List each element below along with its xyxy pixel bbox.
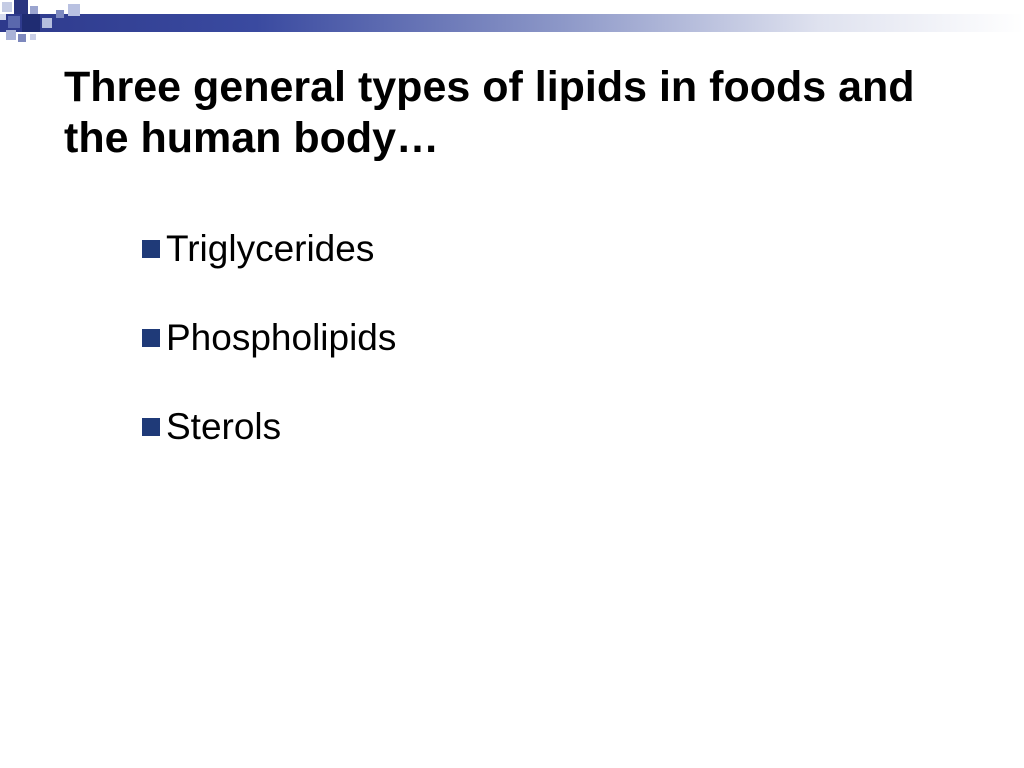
decor-square bbox=[30, 6, 38, 14]
decor-square bbox=[56, 10, 64, 18]
decor-square bbox=[42, 18, 52, 28]
bullet-text: Phospholipids bbox=[166, 319, 396, 356]
slide-title: Three general types of lipids in foods a… bbox=[64, 62, 964, 163]
list-item: Sterols bbox=[142, 408, 396, 445]
bullet-marker-icon bbox=[142, 329, 160, 347]
decor-square bbox=[30, 34, 36, 40]
bullet-marker-icon bbox=[142, 418, 160, 436]
decor-square bbox=[2, 2, 12, 12]
decor-square bbox=[6, 30, 16, 40]
decor-square bbox=[22, 14, 40, 32]
bullet-text: Sterols bbox=[166, 408, 281, 445]
bullet-marker-icon bbox=[142, 240, 160, 258]
decor-square bbox=[8, 16, 20, 28]
bullet-text: Triglycerides bbox=[166, 230, 374, 267]
header-gradient-bar bbox=[0, 14, 1024, 32]
list-item: Triglycerides bbox=[142, 230, 396, 267]
decor-square bbox=[18, 34, 26, 42]
bullet-list: Triglycerides Phospholipids Sterols bbox=[142, 230, 396, 497]
decor-square bbox=[14, 0, 28, 14]
list-item: Phospholipids bbox=[142, 319, 396, 356]
corner-squares-decoration bbox=[0, 0, 90, 48]
decor-square bbox=[0, 14, 6, 20]
decor-square bbox=[68, 4, 80, 16]
